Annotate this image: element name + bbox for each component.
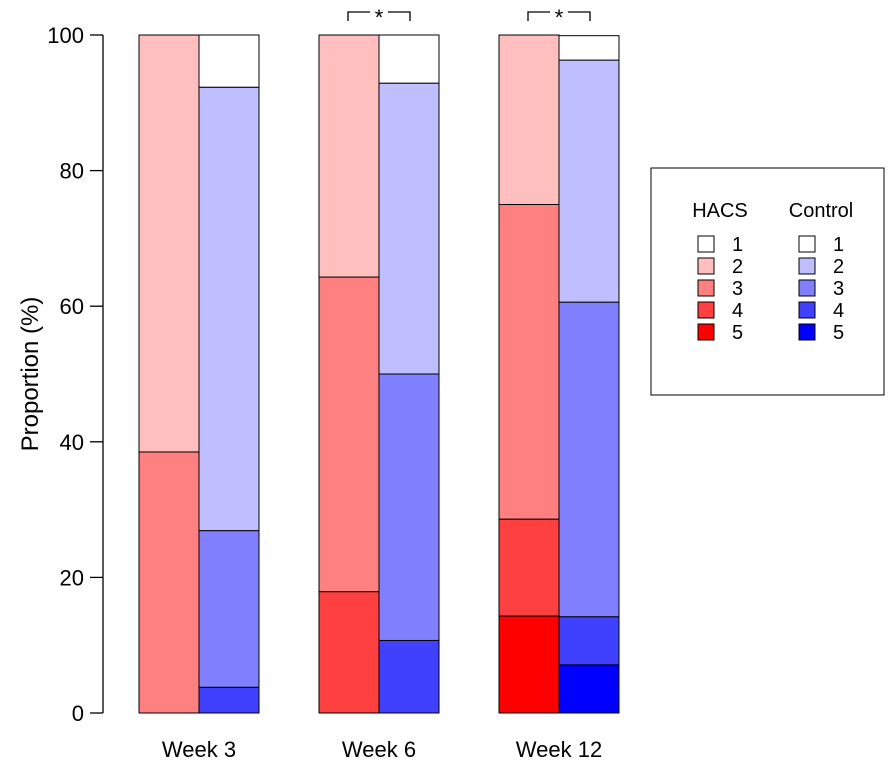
legend-swatch-hacs-3	[697, 279, 715, 297]
legend-swatch-control-1	[798, 235, 816, 253]
legend-swatch-control-5	[798, 323, 816, 341]
x-tick-label-week-3: Week 3	[162, 737, 236, 762]
y-tick-label: 40	[60, 430, 84, 455]
y-axis: 0 20 40 60 80 100	[47, 23, 104, 726]
bar-segment-hacs-week-6-level-2	[318, 34, 380, 278]
bar-segment-control-week-3-level-4	[198, 686, 260, 714]
bar-segment-control-week-12-level-1	[558, 35, 620, 61]
legend-swatch-hacs-1	[697, 235, 715, 253]
legend-swatch-control-2	[798, 257, 816, 275]
bar-segment-control-week-12-level-4	[558, 616, 620, 666]
bar-segment-control-week-6-level-2	[378, 82, 440, 375]
x-axis-labels: Week 3 Week 6 Week 12	[162, 737, 602, 762]
bar-segment-hacs-week-12-level-3	[498, 204, 560, 520]
y-tick-label: 0	[72, 701, 84, 726]
bar-segment-control-week-12-level-3	[558, 301, 620, 618]
bar-segment-hacs-week-12-level-2	[498, 34, 560, 205]
legend-label-control-4: 4	[833, 300, 844, 322]
legend-label-hacs-5: 5	[732, 322, 743, 344]
legend-header-control: Control	[789, 200, 853, 222]
significance-bracket-left-week-12	[527, 11, 550, 21]
bar-segment-hacs-week-3-level-2	[138, 34, 200, 453]
y-tick-label: 80	[60, 159, 84, 184]
legend-swatch-hacs-2	[697, 257, 715, 275]
bar-segment-control-week-12-level-2	[558, 59, 620, 303]
y-tick-label: 60	[60, 294, 84, 319]
legend-label-control-2: 2	[833, 256, 844, 278]
significance-marker-week-12: *	[555, 5, 564, 30]
bar-segment-control-week-3-level-1	[198, 34, 260, 88]
legend-label-hacs-3: 3	[732, 278, 743, 300]
bar-segment-hacs-week-3-level-3	[138, 451, 200, 714]
legend-swatch-hacs-5	[697, 323, 715, 341]
legend-swatch-control-4	[798, 301, 816, 319]
bar-segment-hacs-week-6-level-4	[318, 591, 380, 714]
y-tick-label: 100	[47, 23, 84, 48]
legend-box	[650, 167, 885, 396]
bar-segment-control-week-6-level-1	[378, 34, 440, 84]
bar-segment-hacs-week-12-level-5	[498, 615, 560, 714]
y-tick-label: 20	[60, 565, 84, 590]
bar-segment-control-week-3-level-3	[198, 530, 260, 688]
legend-label-hacs-1: 1	[732, 234, 743, 256]
legend-label-hacs-4: 4	[732, 300, 743, 322]
legend-header-hacs: HACS	[692, 200, 748, 222]
legend-label-control-3: 3	[833, 278, 844, 300]
significance-bracket-left-week-6	[347, 11, 370, 21]
significance-bracket-right-week-12	[568, 11, 591, 21]
legend-label-control-5: 5	[833, 322, 844, 344]
bar-segment-hacs-week-12-level-4	[498, 518, 560, 617]
significance-marker-week-6: *	[375, 5, 384, 30]
bar-segment-control-week-6-level-4	[378, 639, 440, 714]
legend-swatch-control-3	[798, 279, 816, 297]
x-tick-label-week-12: Week 12	[516, 737, 602, 762]
bars-layer	[138, 34, 620, 714]
x-tick-label-week-6: Week 6	[342, 737, 416, 762]
bar-segment-control-week-3-level-2	[198, 86, 260, 532]
y-axis-title: Proportion (%)	[17, 297, 44, 452]
bar-segment-control-week-6-level-3	[378, 373, 440, 641]
legend-label-control-1: 1	[833, 234, 844, 256]
bar-segment-hacs-week-6-level-3	[318, 276, 380, 593]
bar-segment-control-week-12-level-5	[558, 664, 620, 714]
legend-label-hacs-2: 2	[732, 256, 743, 278]
significance-brackets: * *	[347, 5, 591, 30]
significance-bracket-right-week-6	[388, 11, 411, 21]
legend-swatch-hacs-4	[697, 301, 715, 319]
